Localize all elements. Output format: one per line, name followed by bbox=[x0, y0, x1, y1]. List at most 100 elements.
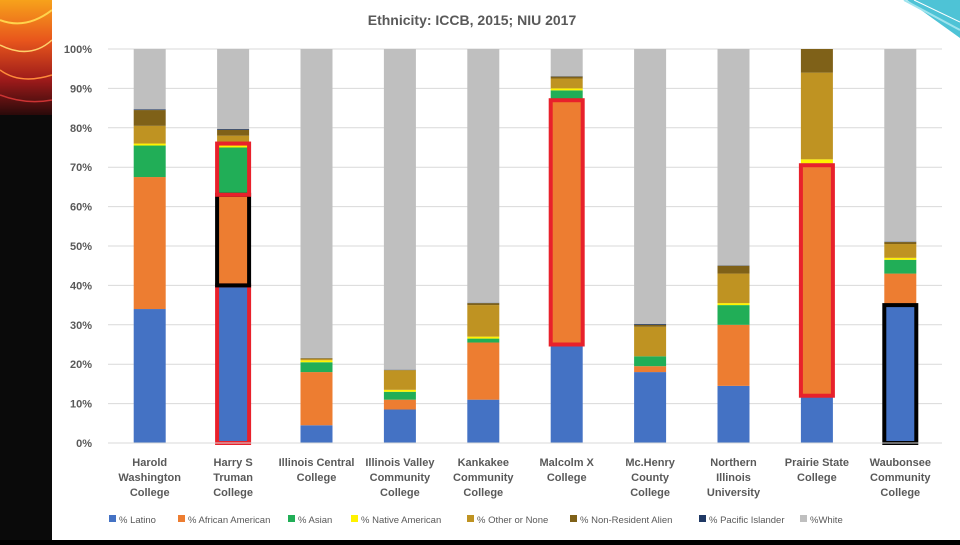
bar-segment bbox=[467, 337, 499, 339]
bar-segment bbox=[134, 177, 166, 309]
legend-label: % Asian bbox=[298, 515, 332, 526]
legend-label: % Other or None bbox=[477, 515, 548, 526]
x-tick-label: College bbox=[463, 487, 503, 499]
bar-segment bbox=[217, 49, 249, 129]
bar-segment bbox=[301, 362, 333, 372]
y-tick-label: 80% bbox=[70, 123, 92, 135]
x-tick-label: Washington bbox=[118, 472, 181, 484]
x-tick-label: University bbox=[707, 487, 761, 499]
bar-segment bbox=[134, 109, 166, 110]
y-tick-label: 20% bbox=[70, 359, 92, 371]
bar-segment bbox=[718, 303, 750, 305]
bar-segment bbox=[301, 360, 333, 362]
bar-segment bbox=[801, 396, 833, 443]
x-tick-label: College bbox=[213, 487, 253, 499]
x-tick-label: College bbox=[380, 487, 420, 499]
x-tick-label: Prairie State bbox=[785, 457, 849, 469]
x-tick-label: Malcolm X bbox=[539, 457, 594, 469]
bar-segment bbox=[467, 400, 499, 443]
legend-swatch bbox=[570, 515, 577, 522]
bar-segment bbox=[217, 285, 249, 443]
bar-segment bbox=[467, 305, 499, 337]
bar-segment bbox=[467, 343, 499, 400]
legend-label: % Non-Resident Alien bbox=[580, 515, 672, 526]
bar-segment bbox=[384, 390, 416, 392]
x-tick-label: County bbox=[631, 472, 670, 484]
bar-segment bbox=[801, 73, 833, 160]
bar-segment bbox=[718, 325, 750, 386]
bar-segment bbox=[134, 49, 166, 109]
bar-segment bbox=[551, 79, 583, 89]
x-tick-label: Community bbox=[370, 472, 431, 484]
x-tick-label: Waubonsee bbox=[870, 457, 931, 469]
bar-segment bbox=[634, 49, 666, 324]
bar-segment bbox=[134, 110, 166, 126]
x-tick-label: Community bbox=[870, 472, 931, 484]
bar-segment bbox=[134, 126, 166, 144]
bar-segment bbox=[134, 144, 166, 146]
bar-segment bbox=[634, 366, 666, 372]
bar-segment bbox=[634, 327, 666, 357]
bar-segment bbox=[551, 345, 583, 444]
bar-segment bbox=[467, 303, 499, 305]
bar-segment bbox=[884, 242, 916, 244]
bar-segment bbox=[384, 49, 416, 370]
bar-segment bbox=[884, 244, 916, 258]
bar-segment bbox=[718, 274, 750, 304]
x-tick-label: College bbox=[297, 472, 337, 484]
legend-swatch bbox=[351, 515, 358, 522]
bar-segment bbox=[801, 159, 833, 163]
bar-segment bbox=[884, 260, 916, 274]
x-tick-label: College bbox=[880, 487, 920, 499]
chart-title: Ethnicity: ICCB, 2015; NIU 2017 bbox=[368, 12, 577, 28]
bar-segment bbox=[134, 309, 166, 443]
bar-segment bbox=[384, 400, 416, 410]
x-tick-label: Illinois Central bbox=[279, 457, 355, 469]
bar-segment bbox=[217, 129, 249, 130]
legend-swatch bbox=[800, 515, 807, 522]
bar-segment bbox=[217, 130, 249, 136]
legend-label: % Native American bbox=[361, 515, 441, 526]
legend-label: %White bbox=[810, 515, 843, 526]
y-tick-label: 40% bbox=[70, 280, 92, 292]
x-tick-label: College bbox=[130, 487, 170, 499]
x-tick-label: Mc.Henry bbox=[625, 457, 675, 469]
bar-segment bbox=[217, 146, 249, 148]
x-tick-label: Northern bbox=[710, 457, 757, 469]
y-tick-label: 30% bbox=[70, 320, 92, 332]
x-tick-label: Illinois Valley bbox=[365, 457, 435, 469]
x-tick-label: Harry S bbox=[214, 457, 253, 469]
bar-segment bbox=[551, 49, 583, 76]
bar-segment bbox=[718, 49, 750, 265]
bar-segment bbox=[384, 410, 416, 443]
slide-left-decoration bbox=[0, 0, 52, 540]
slide-canvas: Ethnicity: ICCB, 2015; NIU 2017 0%10%20%… bbox=[52, 0, 960, 540]
bar-segment bbox=[884, 49, 916, 242]
bar-segment bbox=[634, 356, 666, 366]
corner-decoration bbox=[904, 0, 960, 38]
bar-segment bbox=[301, 372, 333, 425]
bar-segment bbox=[551, 100, 583, 344]
legend: % Latino% African American% Asian% Nativ… bbox=[109, 515, 843, 526]
bar-segment bbox=[801, 49, 833, 73]
legend-swatch bbox=[178, 515, 185, 522]
y-tick-label: 100% bbox=[64, 44, 92, 56]
x-tick-label: College bbox=[547, 472, 587, 484]
bar-segment bbox=[467, 49, 499, 303]
bar-segment bbox=[884, 258, 916, 260]
bar-segment bbox=[634, 324, 666, 325]
bar-segment bbox=[134, 146, 166, 178]
y-tick-label: 70% bbox=[70, 162, 92, 174]
x-tick-label: Community bbox=[453, 472, 514, 484]
x-tick-label: Harold bbox=[132, 457, 167, 469]
y-axis: 0%10%20%30%40%50%60%70%80%90%100% bbox=[64, 44, 92, 450]
bar-segment bbox=[467, 339, 499, 343]
bar-segment bbox=[634, 372, 666, 443]
legend-label: % African American bbox=[188, 515, 270, 526]
bar-segment bbox=[384, 370, 416, 390]
y-tick-label: 10% bbox=[70, 399, 92, 411]
x-tick-label: College bbox=[797, 472, 837, 484]
bar-segment bbox=[384, 392, 416, 400]
bar-segment bbox=[718, 305, 750, 325]
